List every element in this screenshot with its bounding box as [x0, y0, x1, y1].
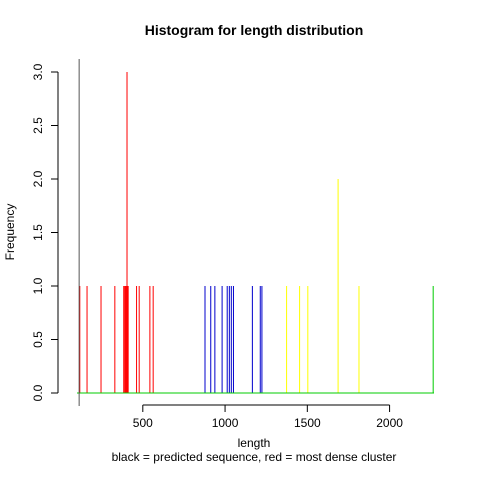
y-tick-label-0: 0.0 — [31, 384, 45, 401]
chart-subtitle: black = predicted sequence, red = most d… — [112, 450, 397, 464]
chart-title: Histogram for length distribution — [145, 22, 364, 38]
y-axis-label: Frequency — [3, 204, 17, 261]
x-tick-label-1: 1000 — [212, 416, 239, 430]
x-tick-label-0: 500 — [133, 416, 153, 430]
y-tick-label-3: 1.5 — [31, 224, 45, 241]
x-axis: 500 1000 1500 2000 — [133, 404, 403, 430]
y-tick-label-2: 1.0 — [31, 277, 45, 294]
x-axis-label: length — [238, 436, 271, 450]
y-tick-label-5: 2.5 — [31, 117, 45, 134]
y-tick-label-1: 0.5 — [31, 331, 45, 348]
y-tick-label-6: 3.0 — [31, 63, 45, 80]
y-tick-label-4: 2.0 — [31, 170, 45, 187]
x-tick-label-2: 1500 — [294, 416, 321, 430]
bars-group — [79, 72, 434, 393]
y-axis: 0.0 0.5 1.0 1.5 2.0 2.5 3.0 — [31, 63, 59, 401]
x-tick-label-3: 2000 — [376, 416, 403, 430]
